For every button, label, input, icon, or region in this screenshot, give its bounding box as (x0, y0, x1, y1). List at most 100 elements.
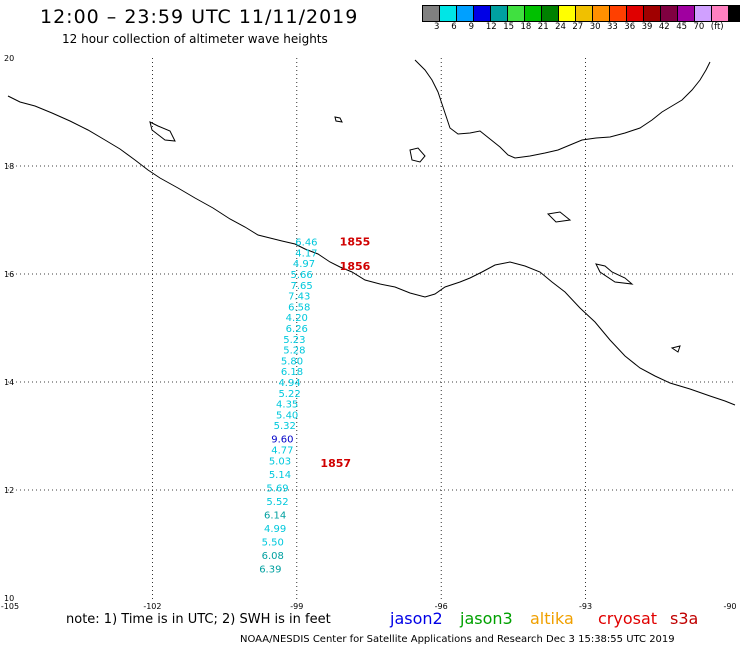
color-swatch (661, 6, 678, 21)
color-swatch (576, 6, 593, 21)
color-scale-label: 15 (503, 22, 515, 32)
wave-height-value: 4.97 (293, 259, 315, 270)
island-outline (149, 121, 176, 142)
lat-lon-grid (8, 58, 735, 600)
color-scale-label: 18 (520, 22, 532, 32)
axis-labels: -105 -102 -99 -96 -93 -90 20 18 16 14 12 10 (1, 54, 737, 611)
color-swatch (423, 6, 440, 21)
wave-height-value: 5.52 (266, 497, 288, 508)
credit-line: NOAA/NESDIS Center for Satellite Applica… (240, 634, 675, 645)
latitude-label: 16 (4, 270, 14, 279)
color-scale-label: (ft) (710, 22, 724, 32)
wave-height-value: 6.08 (262, 551, 284, 562)
wave-height-value: 4.35 (276, 400, 298, 411)
latitude-label: 12 (4, 486, 14, 495)
pacific-coastline (7, 95, 736, 406)
wave-height-value: 6.39 (259, 564, 281, 575)
island-outline (595, 263, 634, 285)
color-swatch (695, 6, 712, 21)
wave-height-value: 6.18 (281, 367, 303, 378)
color-swatch (627, 6, 644, 21)
island-outline (334, 116, 343, 123)
latitude-label: 20 (4, 54, 14, 63)
wave-height-value: 5.22 (278, 389, 300, 400)
color-scale-label: 30 (589, 22, 601, 32)
color-scale-label: 3 (434, 22, 440, 32)
longitude-label: -93 (579, 602, 592, 611)
wave-height-value: 5.80 (281, 356, 303, 367)
satellite-s3a: s3a (670, 609, 699, 628)
wave-height-value: 6.46 (295, 238, 317, 249)
color-swatch (678, 6, 695, 21)
color-scale-label: 24 (555, 22, 566, 32)
latitude-label: 10 (4, 594, 14, 603)
wave-height-value: 5.50 (262, 537, 284, 548)
wave-height-labels: 6.464.174.975.667.657.436.584.206.265.23… (259, 238, 317, 576)
color-swatch (474, 6, 491, 21)
lagoon-outline (409, 147, 426, 163)
wave-height-value: 4.17 (295, 248, 317, 259)
units-note: note: 1) Time is in UTC; 2) SWH is in fe… (66, 612, 331, 627)
wave-height-value: 4.94 (278, 378, 300, 389)
color-scale-label: 6 (451, 22, 457, 32)
color-swatch (712, 6, 729, 21)
wave-height-value: 5.40 (276, 410, 298, 421)
island-outline (670, 345, 681, 353)
color-swatch (525, 6, 542, 21)
wave-height-value: 6.58 (288, 302, 310, 313)
lake-outline (546, 211, 572, 223)
wave-height-value: 6.26 (286, 324, 308, 335)
color-swatch (440, 6, 457, 21)
color-swatch (491, 6, 508, 21)
wave-height-value: 5.69 (266, 483, 288, 494)
color-swatch (644, 6, 661, 21)
wave-height-value: 6.14 (264, 510, 286, 521)
satellite-jason2: jason2 (390, 609, 443, 628)
color-swatch (559, 6, 576, 21)
color-scale-label: 42 (658, 22, 670, 32)
longitude-label: -105 (1, 602, 19, 611)
color-scale-label: 33 (607, 22, 618, 32)
color-scale-label: 45 (676, 22, 688, 32)
track-time: 1857 (320, 457, 351, 470)
latitude-label: 18 (4, 162, 14, 171)
wave-height-value: 4.99 (264, 524, 286, 535)
color-scale-label: 9 (468, 22, 475, 32)
map-title: 12:00 – 23:59 UTC 11/11/2019 (40, 6, 359, 28)
color-swatch (457, 6, 474, 21)
wave-height-value: 4.20 (286, 313, 308, 324)
wave-height-value: 7.43 (288, 292, 310, 303)
track-time: 1856 (340, 260, 371, 273)
color-scale-label: 21 (537, 22, 549, 32)
wave-height-value: 7.65 (290, 281, 312, 292)
color-scale-label: 12 (485, 22, 497, 32)
wave-height-value: 5.66 (290, 270, 312, 281)
longitude-label: -96 (435, 602, 448, 611)
color-scale-label: 70 (693, 22, 705, 32)
track-time: 1855 (340, 236, 371, 249)
wave-height-value: 5.03 (269, 456, 291, 467)
wave-height-value: 4.77 (271, 446, 293, 457)
coastline (7, 59, 736, 406)
wave-height-value: 5.14 (269, 470, 291, 481)
longitude-label: -90 (723, 602, 736, 611)
color-swatch (610, 6, 627, 21)
satellite-cryosat: cryosat (598, 609, 658, 628)
color-swatch (729, 6, 740, 21)
longitude-label: -99 (290, 602, 303, 611)
latitude-label: 14 (4, 378, 14, 387)
track-time-labels: 1855 1856 1857 (320, 236, 370, 470)
color-scale-label: 39 (641, 22, 653, 32)
satellite-jason3: jason3 (460, 609, 513, 628)
color-swatch (542, 6, 559, 21)
color-swatch (593, 6, 610, 21)
map-subtitle: 12 hour collection of altimeter wave hei… (62, 32, 328, 46)
wave-height-value: 5.32 (274, 421, 296, 432)
gulf-coastline (414, 59, 711, 159)
color-swatch (508, 6, 525, 21)
color-scale-label: 36 (624, 22, 636, 32)
wave-height-value: 5.28 (283, 346, 305, 357)
satellite-altika: altika (530, 609, 574, 628)
color-scale-label: 27 (572, 22, 584, 32)
